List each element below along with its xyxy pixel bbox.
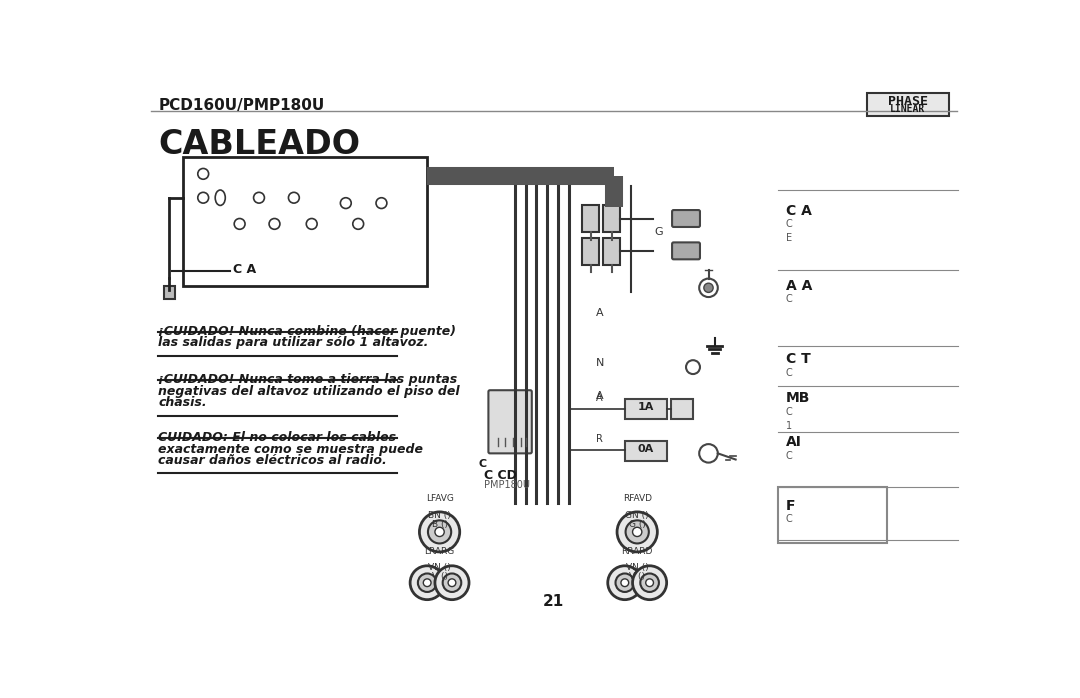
- Text: G: G: [654, 228, 663, 237]
- Text: V (): V (): [630, 572, 645, 581]
- Text: CABLEADO: CABLEADO: [159, 128, 361, 161]
- Bar: [183, 157, 428, 286]
- Circle shape: [646, 579, 653, 586]
- Circle shape: [198, 193, 208, 203]
- Text: LINEAR: LINEAR: [890, 104, 926, 114]
- Circle shape: [704, 283, 713, 292]
- Circle shape: [608, 566, 642, 600]
- Text: 1A: 1A: [637, 402, 653, 412]
- Text: VN (): VN (): [625, 563, 649, 572]
- Text: C: C: [786, 514, 793, 524]
- FancyBboxPatch shape: [488, 390, 531, 454]
- Text: B (): B (): [432, 520, 447, 529]
- Text: E: E: [786, 232, 792, 243]
- Text: C: C: [478, 459, 486, 469]
- Text: BN (): BN (): [428, 511, 451, 520]
- Text: CUIDADO: El no colocar los cables: CUIDADO: El no colocar los cables: [159, 431, 396, 444]
- Text: A: A: [596, 309, 604, 318]
- Bar: [867, 93, 948, 116]
- Bar: [672, 399, 693, 419]
- Circle shape: [435, 527, 444, 537]
- Bar: [603, 205, 620, 232]
- Text: R: R: [596, 434, 603, 445]
- Bar: [779, 487, 887, 542]
- Text: LFAVG: LFAVG: [426, 493, 454, 503]
- Circle shape: [435, 566, 469, 600]
- Text: C CD: C CD: [484, 469, 516, 482]
- Text: A A: A A: [786, 279, 812, 292]
- Circle shape: [353, 218, 364, 229]
- Text: C: C: [786, 369, 793, 378]
- Text: PCD160U/PMP180U: PCD160U/PMP180U: [159, 98, 324, 112]
- Circle shape: [448, 579, 456, 586]
- Circle shape: [443, 574, 461, 592]
- Circle shape: [376, 198, 387, 209]
- Text: N: N: [596, 357, 605, 368]
- Circle shape: [410, 566, 444, 600]
- Text: 21: 21: [543, 594, 564, 609]
- Circle shape: [617, 512, 658, 552]
- Text: V (): V (): [432, 572, 447, 581]
- Text: causar daños eléctricos al radio.: causar daños eléctricos al radio.: [159, 454, 387, 467]
- Bar: [582, 238, 599, 265]
- Bar: [625, 441, 666, 461]
- Circle shape: [625, 520, 649, 544]
- Bar: [164, 285, 175, 299]
- Text: MB: MB: [786, 391, 810, 405]
- Circle shape: [633, 566, 666, 600]
- Text: C: C: [786, 219, 793, 229]
- Circle shape: [307, 218, 318, 229]
- Circle shape: [198, 168, 208, 179]
- Text: A: A: [596, 393, 603, 403]
- Bar: [625, 399, 666, 419]
- Circle shape: [419, 512, 460, 552]
- FancyBboxPatch shape: [672, 210, 700, 227]
- Circle shape: [288, 193, 299, 203]
- Text: PMP180U: PMP180U: [484, 480, 530, 490]
- Text: GN (): GN (): [625, 511, 649, 520]
- Circle shape: [621, 579, 629, 586]
- Text: RRARD: RRARD: [621, 547, 653, 556]
- Text: C: C: [786, 407, 793, 417]
- Bar: [582, 205, 599, 232]
- Circle shape: [428, 520, 451, 544]
- Text: PHASE: PHASE: [888, 94, 928, 107]
- Text: LRARG: LRARG: [424, 547, 455, 556]
- Text: 0A: 0A: [637, 444, 653, 454]
- Circle shape: [418, 574, 436, 592]
- Text: chasis.: chasis.: [159, 396, 207, 410]
- Text: AI: AI: [786, 435, 801, 449]
- Text: las salidas para utilizar sólo 1 altavoz.: las salidas para utilizar sólo 1 altavoz…: [159, 336, 429, 350]
- Circle shape: [234, 218, 245, 229]
- Text: RFAVD: RFAVD: [623, 493, 651, 503]
- Circle shape: [699, 444, 718, 463]
- Text: C: C: [786, 295, 793, 304]
- Text: ¡CUIDADO! Nunca tome a tierra las puntas: ¡CUIDADO! Nunca tome a tierra las puntas: [159, 373, 458, 387]
- Circle shape: [423, 579, 431, 586]
- Text: G (): G (): [629, 520, 646, 529]
- Circle shape: [254, 193, 265, 203]
- Ellipse shape: [215, 190, 226, 205]
- Text: F: F: [786, 498, 796, 513]
- Text: C T: C T: [786, 352, 811, 366]
- Text: VN (): VN (): [428, 563, 451, 572]
- Circle shape: [699, 279, 718, 297]
- Text: ¡CUIDADO! Nunca combine (hacer puente): ¡CUIDADO! Nunca combine (hacer puente): [159, 325, 456, 338]
- Text: C: C: [786, 451, 793, 461]
- Circle shape: [269, 218, 280, 229]
- Text: exactamente como se muestra puede: exactamente como se muestra puede: [159, 443, 423, 456]
- FancyBboxPatch shape: [672, 242, 700, 260]
- Bar: [603, 238, 620, 265]
- Circle shape: [633, 527, 642, 537]
- Text: 1: 1: [786, 421, 792, 431]
- Text: negativas del altavoz utilizando el piso del: negativas del altavoz utilizando el piso…: [159, 385, 460, 398]
- Circle shape: [616, 574, 634, 592]
- Circle shape: [340, 198, 351, 209]
- Circle shape: [686, 360, 700, 374]
- Circle shape: [640, 574, 659, 592]
- Text: C A: C A: [786, 204, 812, 218]
- Text: A: A: [596, 391, 604, 401]
- Text: C A: C A: [232, 263, 256, 276]
